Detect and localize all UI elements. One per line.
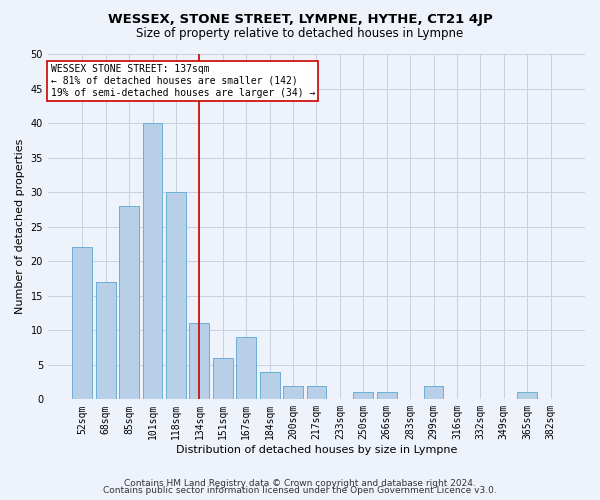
Text: Contains public sector information licensed under the Open Government Licence v3: Contains public sector information licen… (103, 486, 497, 495)
Bar (236, 337, 256, 400)
Bar (119, 206, 139, 400)
Bar (73, 248, 92, 400)
Y-axis label: Number of detached properties: Number of detached properties (15, 139, 25, 314)
Bar (213, 358, 233, 400)
Bar (353, 392, 373, 400)
Bar (377, 392, 397, 400)
Bar (283, 386, 303, 400)
Text: WESSEX STONE STREET: 137sqm
← 81% of detached houses are smaller (142)
19% of se: WESSEX STONE STREET: 137sqm ← 81% of det… (50, 64, 315, 98)
Text: Size of property relative to detached houses in Lympne: Size of property relative to detached ho… (136, 28, 464, 40)
Bar (424, 386, 443, 400)
Bar (166, 192, 186, 400)
Bar (260, 372, 280, 400)
X-axis label: Distribution of detached houses by size in Lympne: Distribution of detached houses by size … (176, 445, 457, 455)
Bar (190, 324, 209, 400)
Text: WESSEX, STONE STREET, LYMPNE, HYTHE, CT21 4JP: WESSEX, STONE STREET, LYMPNE, HYTHE, CT2… (107, 12, 493, 26)
Bar (307, 386, 326, 400)
Bar (143, 123, 163, 400)
Bar (96, 282, 116, 400)
Text: Contains HM Land Registry data © Crown copyright and database right 2024.: Contains HM Land Registry data © Crown c… (124, 478, 476, 488)
Bar (517, 392, 537, 400)
